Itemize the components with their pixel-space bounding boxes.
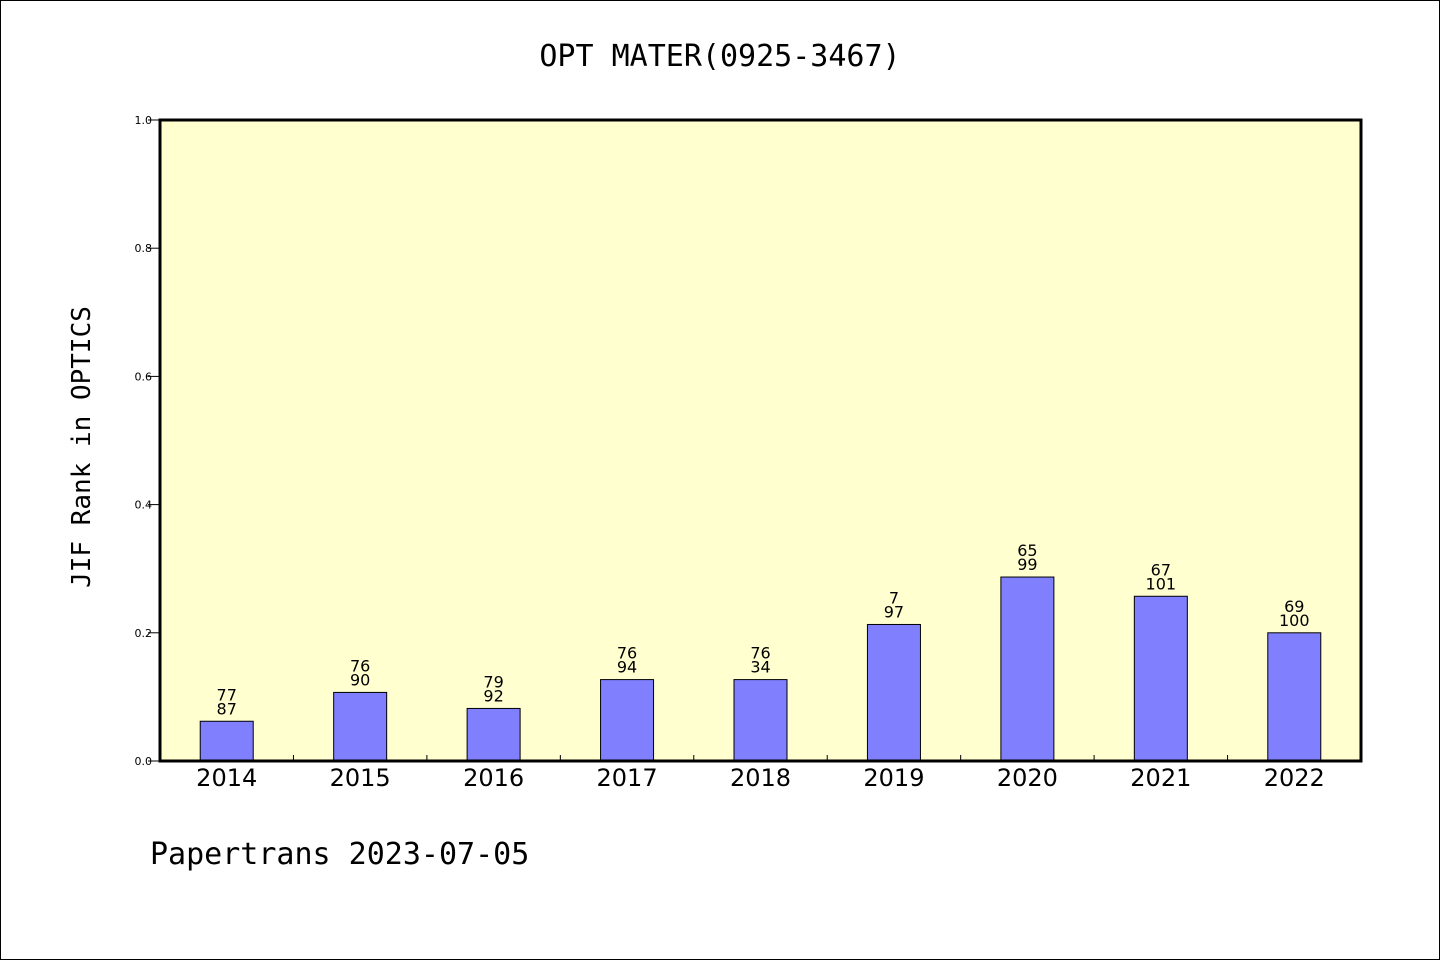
plot-border	[158, 118, 1363, 763]
bar-label-bottom: 34	[750, 658, 770, 677]
bar-2015	[333, 691, 388, 762]
bar-label-bottom: 99	[1017, 555, 1037, 574]
bar-label-top: 76	[750, 644, 770, 663]
bar-label-bottom: 101	[1146, 574, 1177, 593]
x-tick-label: 2022	[1264, 764, 1325, 792]
bar-label-top: 76	[617, 644, 637, 663]
y-tick-label: 0.0	[135, 755, 153, 768]
bar-label-top: 69	[1284, 597, 1304, 616]
x-tick-label: 2018	[730, 764, 791, 792]
x-tick-label: 2017	[597, 764, 658, 792]
bar-label-top: 79	[483, 672, 503, 691]
bar-2014	[199, 720, 254, 762]
x-tick-label: 2015	[330, 764, 391, 792]
bar-label-top: 67	[1151, 560, 1171, 579]
bar-2022	[1267, 632, 1322, 762]
bar-2018	[733, 679, 788, 762]
bar-label-top: 7	[889, 588, 899, 607]
y-axis: 0.0 0.2 0.4 0.6 0.8 1.0	[135, 114, 160, 768]
bar-label-top: 76	[350, 656, 370, 675]
bar-2020	[1000, 576, 1055, 762]
bar-label-bottom: 92	[483, 686, 503, 705]
x-tick-label: 2020	[997, 764, 1058, 792]
chart-title: OPT MATER(0925-3467)	[539, 39, 900, 74]
bar-label-top: 65	[1017, 541, 1037, 560]
y-tick-label: 0.8	[135, 242, 153, 255]
y-tick-label: 0.4	[135, 499, 153, 512]
footer-text: Papertrans 2023-07-05	[150, 837, 529, 872]
bar-2016	[466, 707, 521, 762]
y-tick-label: 1.0	[135, 114, 153, 127]
bar-2021	[1133, 595, 1188, 762]
bar-label-bottom: 87	[217, 699, 237, 718]
bar-label-top: 77	[217, 685, 237, 704]
bar-2017	[600, 679, 655, 762]
x-tick-label: 2014	[196, 764, 257, 792]
y-axis-label: JIF Rank in OPTICS	[67, 306, 97, 588]
bar-2019	[866, 623, 921, 762]
bar-label-bottom: 90	[350, 670, 370, 689]
x-tick-label: 2021	[1130, 764, 1191, 792]
y-tick-label: 0.2	[135, 627, 153, 640]
bar-label-bottom: 97	[884, 602, 904, 621]
bar-label-bottom: 94	[617, 658, 637, 677]
bar-label-bottom: 100	[1279, 611, 1310, 630]
x-tick-label: 2019	[863, 764, 924, 792]
x-axis: 2014 2015 2016 2017 2018 2019 2020 2021 2022	[196, 755, 1325, 792]
y-tick-label: 0.6	[135, 370, 153, 383]
x-tick-label: 2016	[463, 764, 524, 792]
